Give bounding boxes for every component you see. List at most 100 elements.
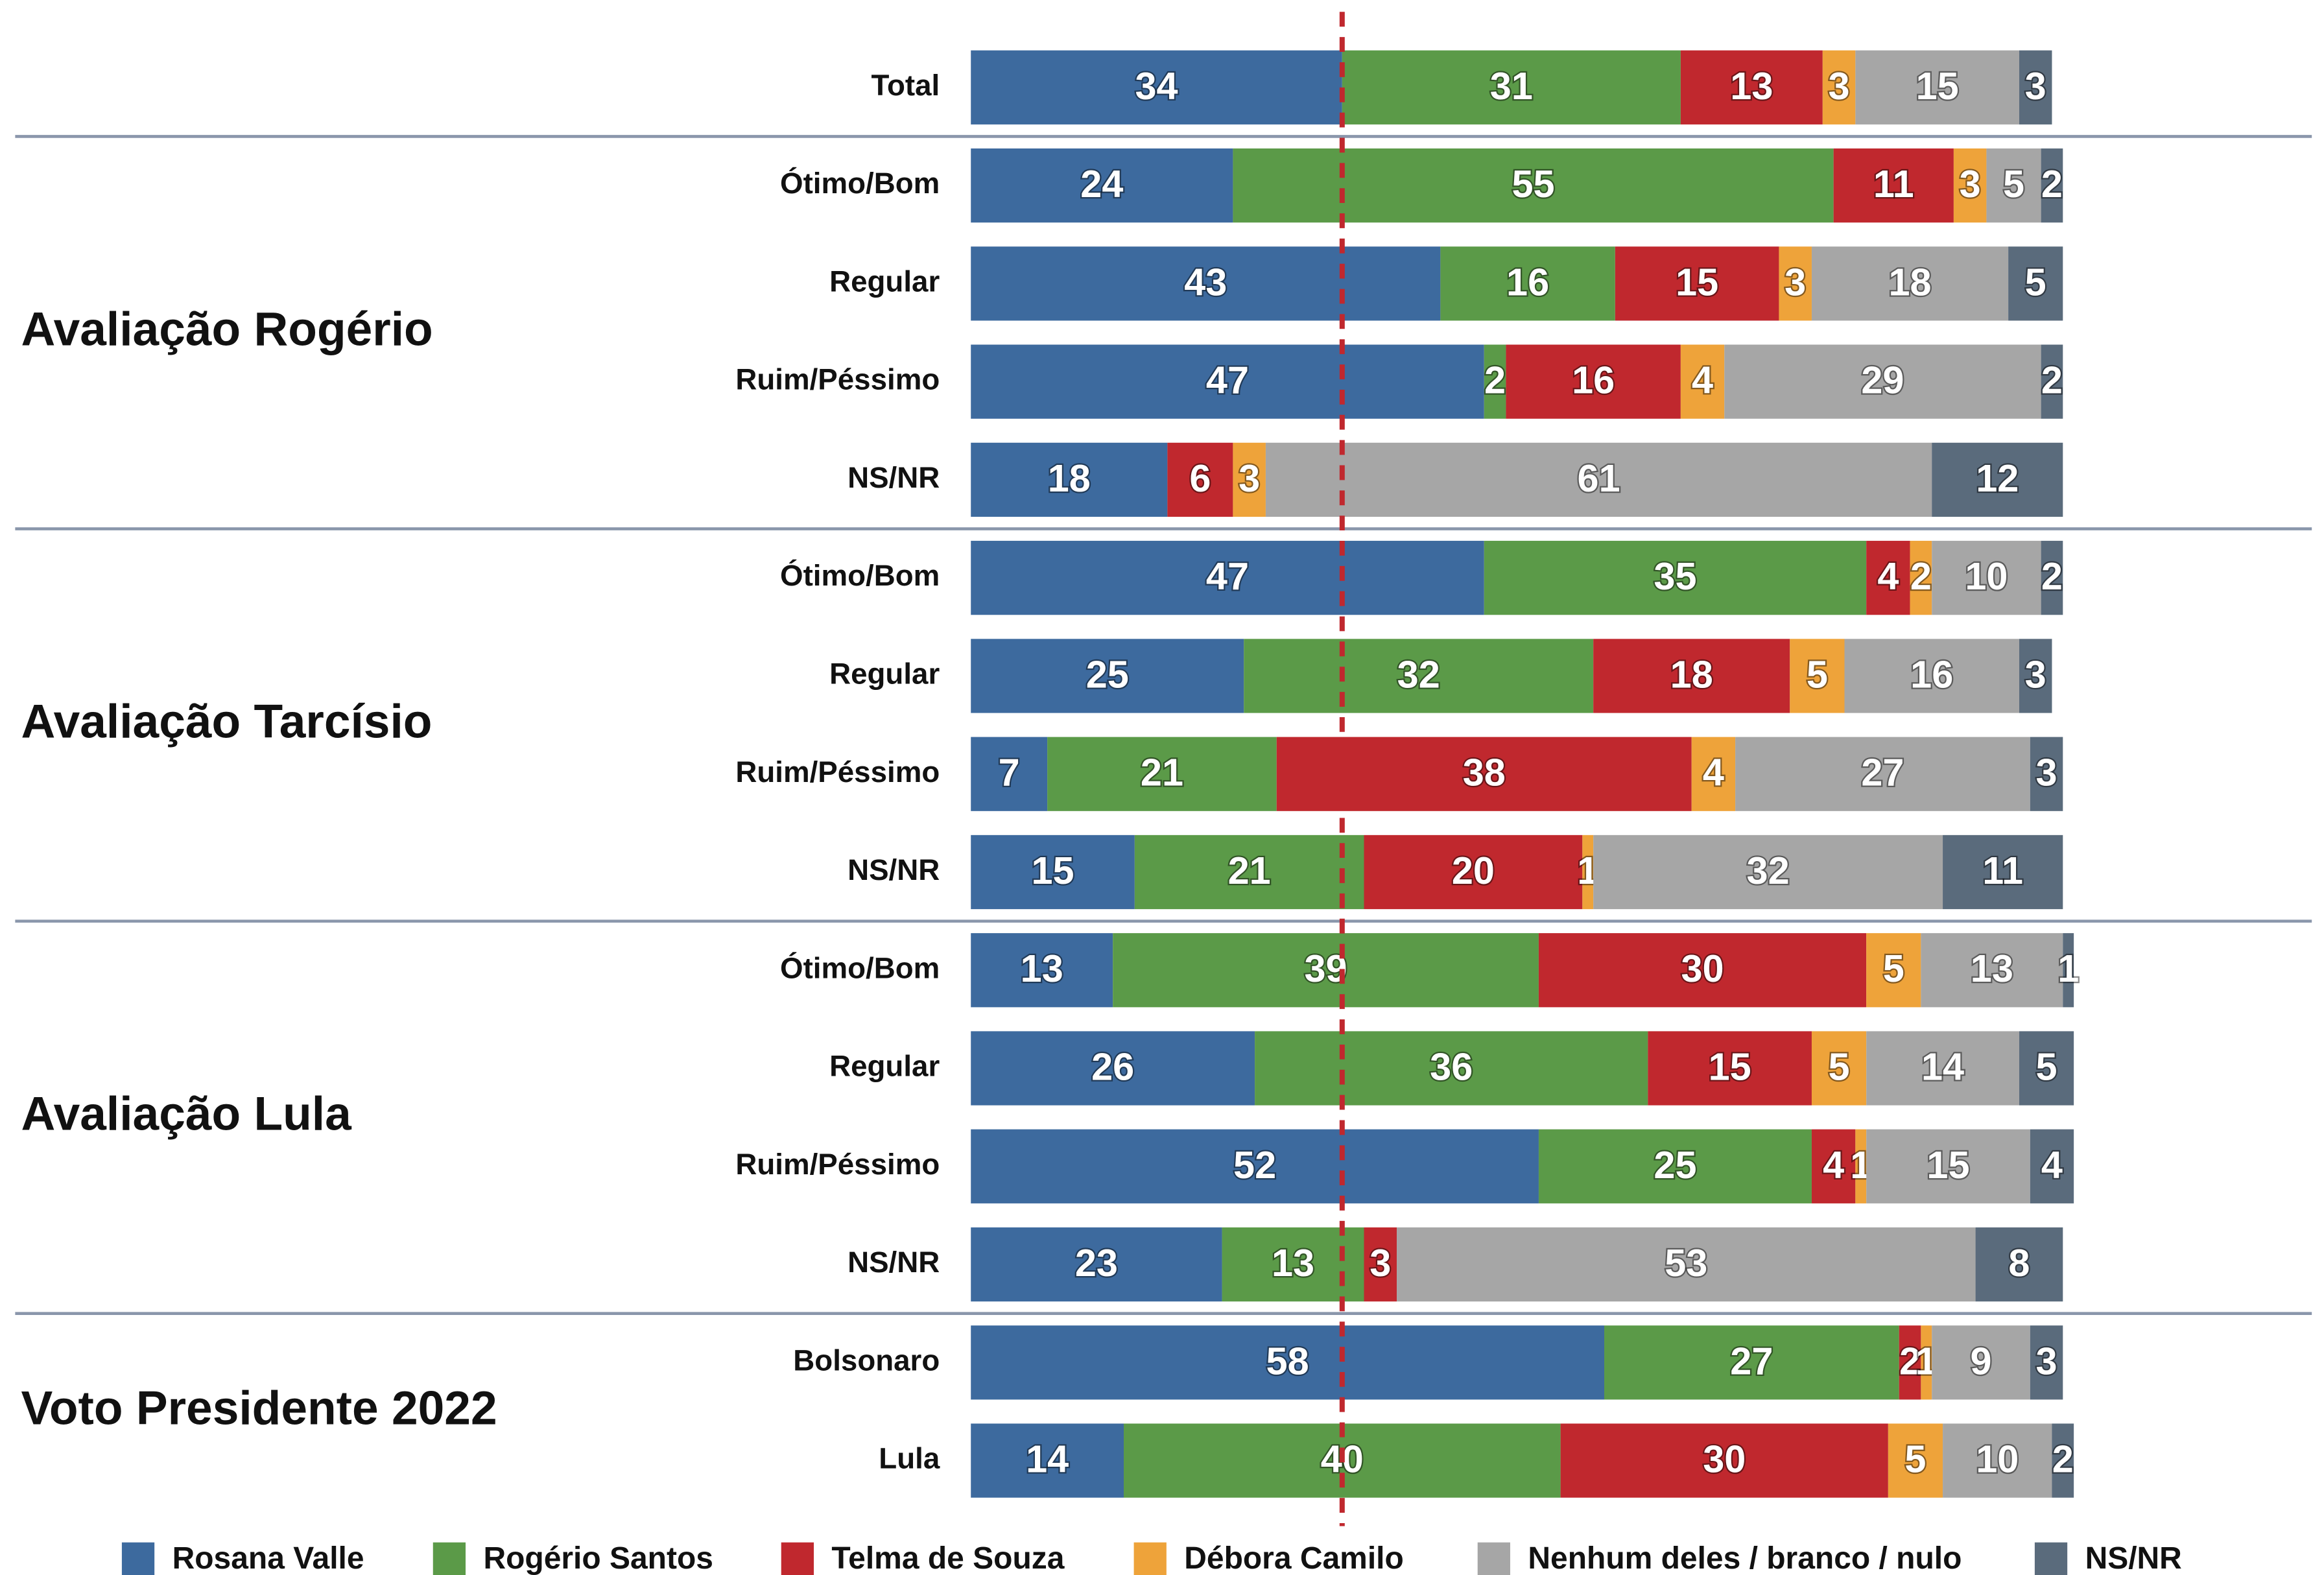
value-label: 4 <box>1877 554 1899 598</box>
value-label: 16 <box>1572 359 1615 402</box>
legend-swatch <box>433 1542 466 1575</box>
bar-segment <box>971 1423 1124 1498</box>
value-label: 11 <box>1873 162 1914 206</box>
value-label: 32 <box>1747 849 1790 892</box>
value-label: 30 <box>1703 1438 1746 1481</box>
value-label: 30 <box>1681 947 1724 990</box>
legend-swatch <box>781 1542 814 1575</box>
bar-segment <box>1680 344 1725 419</box>
bar-segment <box>1680 50 1823 124</box>
value-label: 10 <box>1976 1438 2019 1481</box>
value-label: 15 <box>1676 260 1718 303</box>
category-label: Regular <box>829 265 940 298</box>
bar-segment <box>1921 933 2063 1008</box>
bar-segment <box>1844 639 2019 713</box>
value-label: 2 <box>2041 359 2063 402</box>
value-label: 47 <box>1206 359 1249 402</box>
value-label: 2 <box>2052 1438 2074 1481</box>
category-label: Ruim/Péssimo <box>735 755 940 788</box>
value-label: 23 <box>1075 1241 1118 1285</box>
bar-segment <box>2008 246 2063 321</box>
bar-segment <box>1538 1129 1812 1203</box>
bar-segment <box>1811 246 2009 321</box>
bar-segment <box>1855 50 2019 124</box>
value-label: 29 <box>1861 359 1904 402</box>
bar-segment <box>971 639 1244 713</box>
value-label: 4 <box>1703 751 1724 794</box>
value-label: 18 <box>1888 260 1931 303</box>
legend-label: NS/NR <box>2085 1541 2182 1575</box>
bar-segment <box>1397 1227 1976 1302</box>
bar-segment <box>1811 1129 1856 1203</box>
legend-label: Telma de Souza <box>831 1541 1064 1575</box>
value-label: 3 <box>2036 751 2057 794</box>
value-label: 34 <box>1135 64 1178 108</box>
bar-segment <box>2030 1129 2074 1203</box>
value-label: 31 <box>1490 64 1533 108</box>
bar-segment <box>1582 835 1594 910</box>
bar-segment <box>1255 1031 1648 1106</box>
bar-segment <box>1866 933 1921 1008</box>
category-label: NS/NR <box>848 1246 940 1279</box>
value-label: 3 <box>2025 64 2046 108</box>
value-label: 5 <box>1883 947 1904 990</box>
category-label: Ótimo/Bom <box>780 166 940 200</box>
bar-segment <box>2019 50 2052 124</box>
legend-swatch <box>1477 1542 1510 1575</box>
value-label: 13 <box>1971 947 2013 990</box>
legend-swatch <box>2034 1542 2068 1575</box>
category-label: Ruim/Péssimo <box>735 1148 940 1181</box>
value-label: 13 <box>1730 64 1773 108</box>
bar-segment <box>1943 835 2063 910</box>
value-label: 25 <box>1086 652 1129 696</box>
value-label: 47 <box>1206 554 1249 598</box>
value-label: 27 <box>1730 1339 1773 1382</box>
bar-segment <box>1364 835 1583 910</box>
value-label: 13 <box>1021 947 1063 990</box>
bar-segment <box>1855 1129 1867 1203</box>
bar-segment <box>971 1129 1539 1203</box>
value-label: 8 <box>2008 1241 2030 1285</box>
value-label: 2 <box>2041 554 2063 598</box>
category-label: Regular <box>829 657 940 691</box>
legend-swatch <box>121 1542 155 1575</box>
bar-segment <box>1233 442 1266 517</box>
value-label: 2 <box>2041 162 2063 206</box>
bar-segment <box>971 1325 1604 1400</box>
value-label: 15 <box>1709 1045 1751 1088</box>
value-label: 20 <box>1452 849 1495 892</box>
value-label: 2 <box>1910 554 1932 598</box>
bar-segment <box>2041 344 2063 419</box>
value-label: 16 <box>1506 260 1549 303</box>
value-label: 26 <box>1091 1045 1134 1088</box>
bar-segment <box>2019 1031 2074 1106</box>
value-label: 61 <box>1578 456 1620 500</box>
bar-segment <box>1593 639 1790 713</box>
value-label: 18 <box>1048 456 1091 500</box>
bar-segment <box>1932 541 2041 615</box>
category-label: NS/NR <box>848 461 940 494</box>
bar-segment <box>971 933 1113 1008</box>
value-label: 15 <box>1927 1143 1969 1187</box>
bar-segment <box>1822 50 1856 124</box>
bar-segment <box>1047 737 1277 811</box>
value-label: 3 <box>1784 260 1806 303</box>
bar-segment <box>2019 639 2052 713</box>
bar-segment <box>971 1227 1222 1302</box>
bar-segment <box>1811 1031 1867 1106</box>
value-label: 9 <box>1970 1339 1991 1382</box>
bar-segment <box>1779 246 1812 321</box>
bar-segment <box>2041 148 2063 223</box>
value-label: 4 <box>1823 1143 1844 1187</box>
bar-segment <box>971 442 1168 517</box>
value-label: 13 <box>1272 1241 1314 1285</box>
bar-segment <box>2063 933 2074 1008</box>
value-label: 3 <box>1960 162 1981 206</box>
bar-segment <box>1265 442 1932 517</box>
value-label: 2 <box>1484 359 1506 402</box>
bar-segment <box>1593 835 1943 910</box>
bar-segment <box>1167 442 1233 517</box>
value-label: 1 <box>2057 947 2079 990</box>
bar-segment <box>1866 1031 2019 1106</box>
bar-segment <box>1233 148 1834 223</box>
